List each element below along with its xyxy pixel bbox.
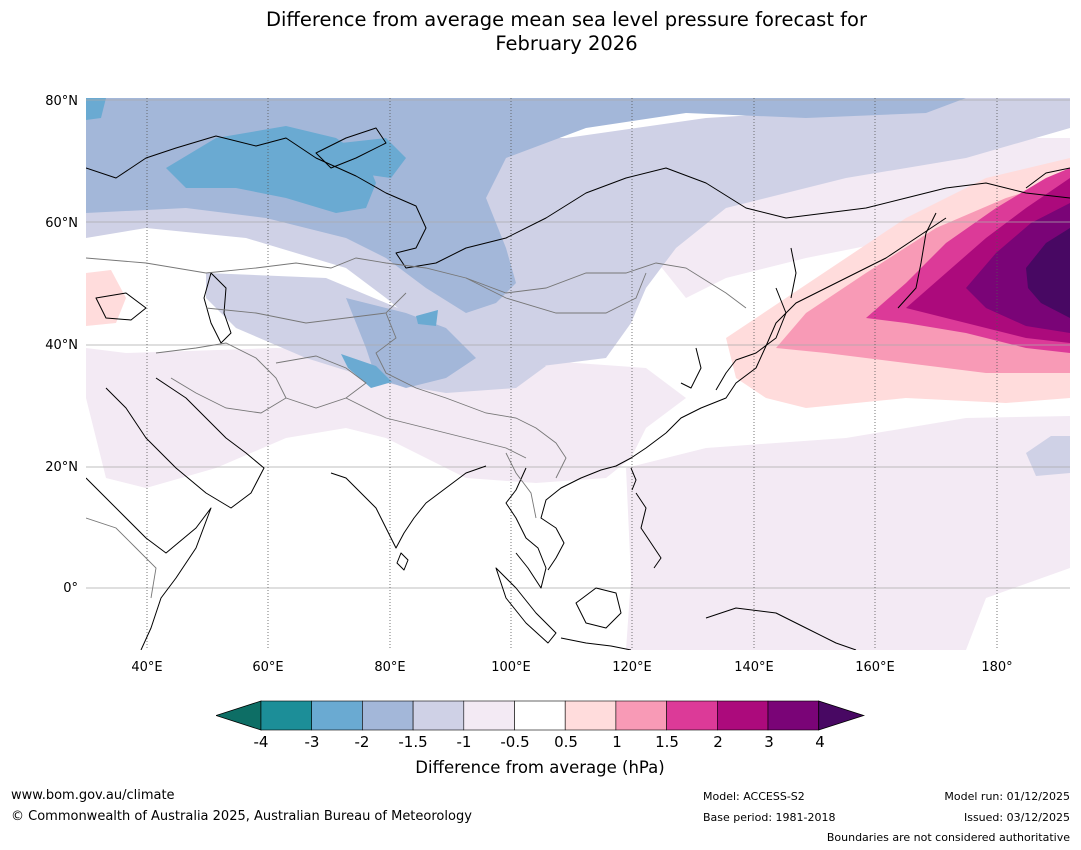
coast-taiwan <box>630 467 637 491</box>
coast-sakhalin <box>790 247 797 299</box>
anomaly-region-lavender-tropics <box>626 416 1070 650</box>
pressure-anomaly-map <box>86 98 1070 650</box>
coast-new-guinea <box>705 607 857 650</box>
colorbar-swatches <box>216 700 866 731</box>
lat-label-80n: 80°N <box>45 94 78 109</box>
coast-philippines <box>635 492 662 569</box>
lon-label-180: 180° <box>981 660 1013 675</box>
border-africa <box>86 517 157 599</box>
issued-info: Issued: 03/12/2025 <box>963 811 1070 824</box>
coast-eurasia-north <box>86 135 1070 269</box>
disclaimer-text: Boundaries are not considered authoritat… <box>826 831 1070 844</box>
coast-java <box>560 637 632 650</box>
coast-russia-pacific <box>665 217 947 434</box>
anomaly-region-lavender-north <box>646 138 1070 298</box>
border-china-west <box>375 312 567 479</box>
coast-sumatra <box>495 567 557 644</box>
anomaly-region-grey-blue-tropics <box>1026 436 1070 476</box>
border-mongolia <box>465 272 647 314</box>
map-title: Difference from average mean sea level p… <box>0 8 1081 56</box>
lon-label-60e: 60°E <box>252 660 284 675</box>
colorbar-tick: 1.5 <box>655 733 679 751</box>
colorbar-swatch <box>362 700 414 731</box>
colorbar-swatch <box>463 700 515 731</box>
colorbar-tick: -1.5 <box>398 733 428 751</box>
model-info: Model: ACCESS-S2 <box>703 790 805 803</box>
colorbar-tick: -2 <box>354 733 370 751</box>
colorbar-swatch <box>615 700 667 731</box>
latitude-gridlines <box>86 99 1070 589</box>
colorbar-tick: -3 <box>304 733 320 751</box>
border-india-north <box>345 397 527 459</box>
colorbar-extend-high <box>818 700 866 731</box>
colorbar-label: Difference from average (hPa) <box>415 758 665 777</box>
border-russia-south <box>86 257 747 309</box>
lat-label-0: 0° <box>63 581 78 596</box>
lat-label-60n: 60°N <box>45 216 78 231</box>
colorbar-tick: -0.5 <box>500 733 530 751</box>
colorbar-extend-low <box>216 700 262 731</box>
longitude-gridlines <box>146 98 998 650</box>
colorbar-tick: 1 <box>612 733 622 751</box>
lon-label-40e: 40°E <box>131 660 163 675</box>
coast-borneo <box>575 587 622 629</box>
copyright-text: © Commonwealth of Australia 2025, Austra… <box>11 809 472 824</box>
website-link[interactable]: www.bom.gov.au/climate <box>11 788 175 803</box>
colorbar <box>216 700 866 731</box>
coast-india <box>330 465 487 549</box>
border-afghanistan <box>275 355 367 409</box>
colorbar-swatch <box>311 700 363 731</box>
border-iran <box>155 342 287 414</box>
lon-label-120e: 120°E <box>612 660 652 675</box>
title-line-1: Difference from average mean sea level p… <box>266 8 867 31</box>
coast-indochina <box>505 467 547 589</box>
anomaly-region-dark-blue <box>166 126 376 213</box>
anomaly-region-mid-blue-2 <box>346 298 476 388</box>
coast-kamchatka <box>897 212 937 309</box>
lat-label-40n: 40°N <box>45 338 78 353</box>
coast-east-asia <box>540 432 667 571</box>
coast-black-sea <box>95 292 147 321</box>
colorbar-swatch <box>666 700 718 731</box>
colorbar-swatch <box>514 700 566 731</box>
colorbar-swatch <box>260 700 313 731</box>
anomaly-region-dark-blue-4 <box>341 354 392 388</box>
coast-novaya-zemlya <box>315 127 387 169</box>
lon-label-160e: 160°E <box>855 660 895 675</box>
coast-alaska <box>1025 167 1070 189</box>
anomaly-region-pale-pink-west <box>86 270 126 326</box>
colorbar-swatch <box>412 700 465 731</box>
anomaly-region-dark-blue-5 <box>86 98 106 120</box>
base-period-info: Base period: 1981-2018 <box>703 811 836 824</box>
colorbar-tick: -4 <box>253 733 269 751</box>
colorbar-swatch <box>767 700 820 731</box>
coast-africa-east <box>86 477 212 650</box>
colorbar-swatch <box>564 700 617 731</box>
lon-label-80e: 80°E <box>374 660 406 675</box>
colorbar-tick: 4 <box>815 733 825 751</box>
anomaly-region-darkest-purple <box>1026 228 1070 318</box>
colorbar-tick: 0.5 <box>554 733 578 751</box>
coast-japan <box>715 287 787 391</box>
coast-caspian <box>203 272 232 344</box>
border-kazakhstan <box>205 292 407 324</box>
coast-sri-lanka <box>396 552 409 571</box>
lat-label-20n: 20°N <box>45 460 78 475</box>
border-southeast-asia <box>505 452 537 519</box>
title-line-2: February 2026 <box>495 32 638 55</box>
model-run-info: Model run: 01/12/2025 <box>944 790 1070 803</box>
colorbar-tick: 3 <box>764 733 774 751</box>
lon-label-140e: 140°E <box>734 660 774 675</box>
anomaly-region-dark-blue-3 <box>416 310 438 326</box>
map-svg <box>86 98 1070 650</box>
colorbar-swatch <box>716 700 769 731</box>
coast-korea <box>680 347 702 389</box>
colorbar-tick: -1 <box>456 733 472 751</box>
coast-arabia <box>105 377 265 509</box>
country-borders <box>86 257 747 599</box>
lon-label-100e: 100°E <box>491 660 531 675</box>
colorbar-tick: 2 <box>713 733 723 751</box>
coastlines <box>86 127 1070 650</box>
